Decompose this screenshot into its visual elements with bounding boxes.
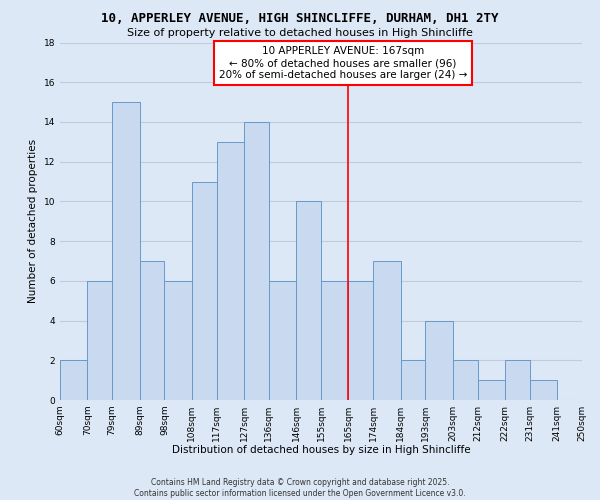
Bar	[112, 102, 140, 400]
Text: Size of property relative to detached houses in High Shincliffe: Size of property relative to detached ho…	[127, 28, 473, 38]
Bar	[321, 281, 349, 400]
Bar	[192, 182, 217, 400]
Y-axis label: Number of detached properties: Number of detached properties	[28, 139, 38, 304]
Bar	[401, 360, 425, 400]
Bar	[478, 380, 505, 400]
Text: Contains HM Land Registry data © Crown copyright and database right 2025.
Contai: Contains HM Land Registry data © Crown c…	[134, 478, 466, 498]
Bar	[140, 261, 164, 400]
Bar	[453, 360, 478, 400]
Bar	[349, 281, 373, 400]
Bar	[60, 360, 88, 400]
Bar	[530, 380, 557, 400]
Bar	[582, 360, 600, 400]
Text: 10, APPERLEY AVENUE, HIGH SHINCLIFFE, DURHAM, DH1 2TY: 10, APPERLEY AVENUE, HIGH SHINCLIFFE, DU…	[101, 12, 499, 26]
Bar	[269, 281, 296, 400]
Bar	[505, 360, 530, 400]
Bar	[373, 261, 401, 400]
Bar	[217, 142, 244, 400]
Bar	[164, 281, 192, 400]
Text: 10 APPERLEY AVENUE: 167sqm
← 80% of detached houses are smaller (96)
20% of semi: 10 APPERLEY AVENUE: 167sqm ← 80% of deta…	[219, 46, 467, 80]
Bar	[244, 122, 269, 400]
Bar	[296, 202, 321, 400]
Bar	[88, 281, 112, 400]
Bar	[425, 320, 453, 400]
X-axis label: Distribution of detached houses by size in High Shincliffe: Distribution of detached houses by size …	[172, 446, 470, 456]
